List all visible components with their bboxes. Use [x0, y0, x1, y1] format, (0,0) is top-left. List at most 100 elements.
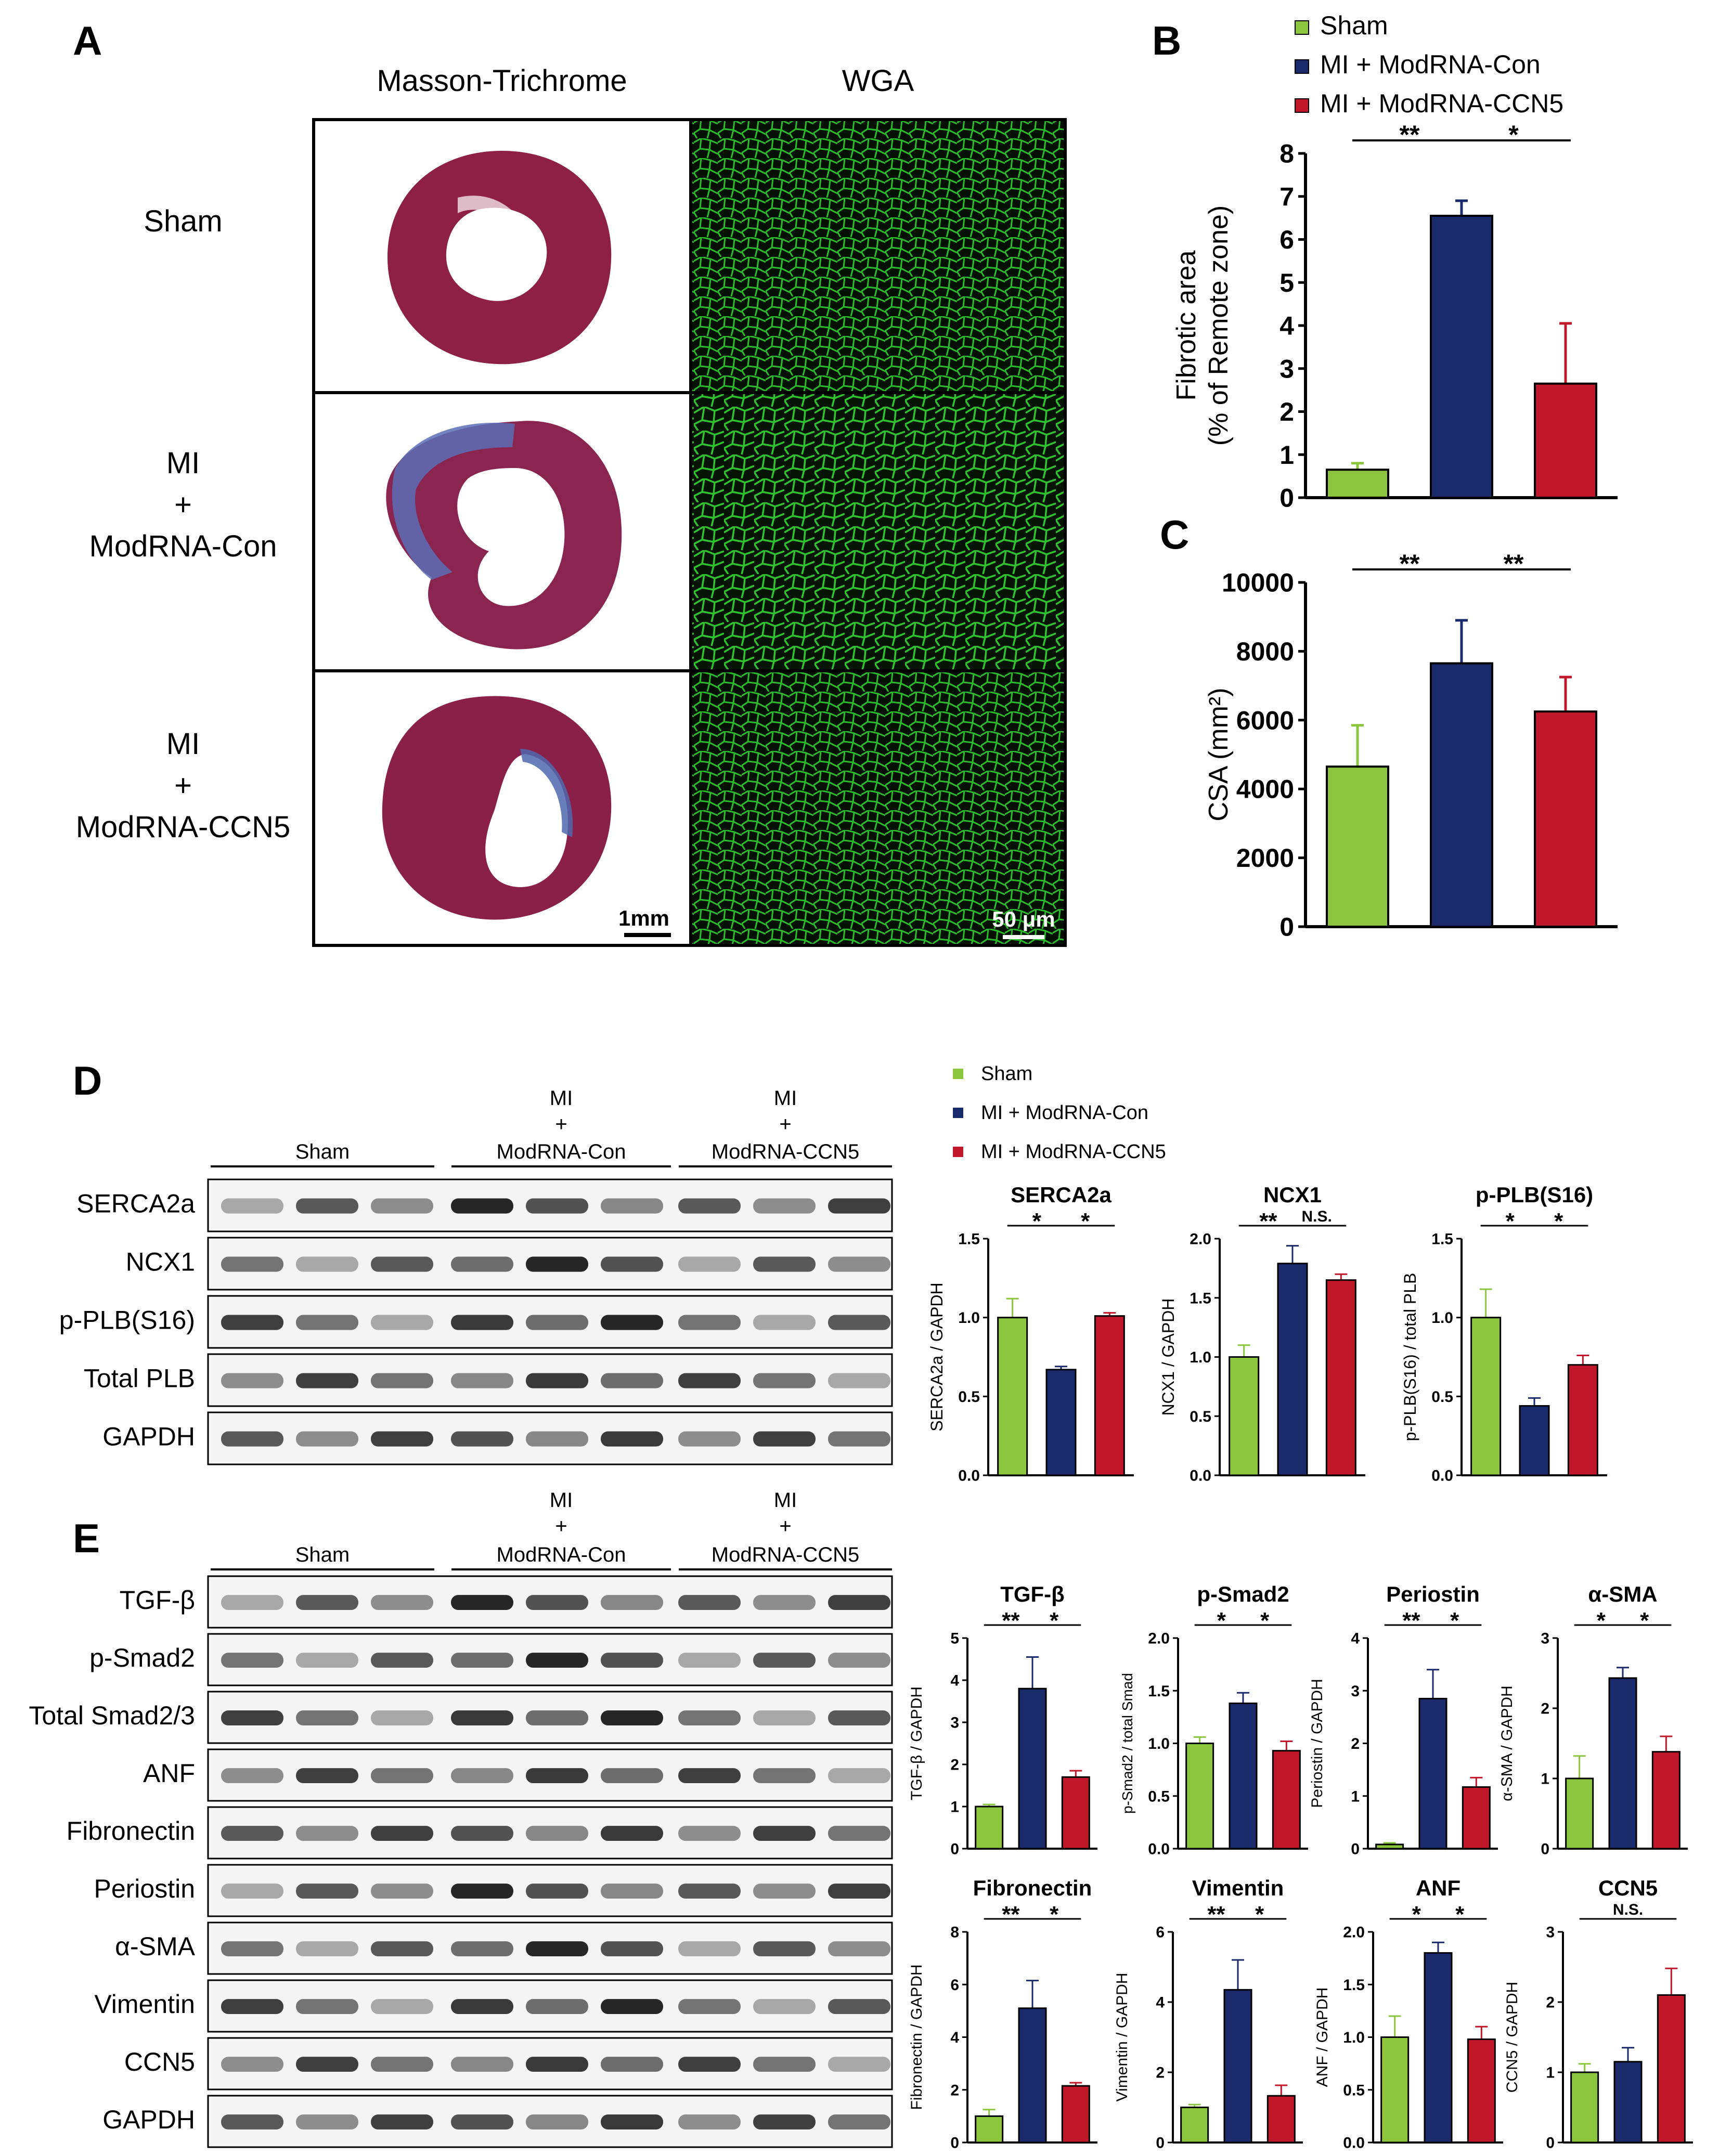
row-label-con-3: ModRNA-Con [89, 529, 277, 563]
blot-band [678, 1595, 741, 1610]
chart-bar-0 [1470, 1317, 1502, 1476]
chart-y-tick-label: 4 [1279, 311, 1294, 341]
blot-band [753, 1431, 816, 1447]
chart-y-tick-label: 1 [1546, 2064, 1555, 2082]
chart-bar-1 [1418, 1697, 1447, 1850]
blot-band [526, 1256, 588, 1272]
blot-band [828, 1999, 890, 2015]
chart-sig-label: * [1050, 1608, 1059, 1633]
blot-band [601, 1653, 663, 1668]
blot-band [371, 1999, 433, 2015]
chart-title: Fibronectin [973, 1876, 1092, 1900]
chart-bar-1 [1229, 1703, 1258, 1850]
blot-row-label-2: p-PLB(S16) [59, 1305, 195, 1334]
blot-band [451, 1941, 513, 1957]
legend-mid-label-con: MI + ModRNA-Con [981, 1102, 1148, 1124]
blot-band [526, 1884, 588, 1899]
blot-band [371, 1768, 433, 1784]
blot-band [601, 1941, 663, 1957]
chart-bar-2 [1094, 1315, 1125, 1476]
blot-band [451, 1710, 513, 1726]
chart-bar-0 [1229, 1356, 1260, 1476]
blot-band [451, 1595, 513, 1610]
blot-band [526, 1373, 588, 1388]
western-blot-e: Sham MI + ModRNA-Con MI + ModRNA-CCN5 TGF-β p-Sm… [29, 1489, 893, 2148]
chart-y-tick-label: 0 [1351, 1841, 1360, 1858]
blot-band [828, 1884, 890, 1899]
chart-y-tick-label: 1.0 [1431, 1309, 1453, 1327]
blot-band [753, 1884, 816, 1899]
blot-band [601, 1999, 663, 2015]
chart-sig-label: * [1450, 1608, 1459, 1633]
chart-E4: 0 1 2 3 α-SMA α-SMA / GAPDH * * [1498, 1582, 1688, 1858]
legend-mid-swatch-ccn5 [953, 1147, 963, 1157]
blot-band [526, 1198, 588, 1214]
chart-y-tick-label: 1.5 [1431, 1231, 1453, 1248]
chart-bar-1 [1430, 214, 1493, 499]
blot-band [451, 1826, 513, 1841]
chart-D2: 0.0 0.5 1.0 1.5 2.0 NCX1 NCX1 / GAPDH ** N.S. [1159, 1183, 1365, 1485]
chart-title: α-SMA [1588, 1582, 1657, 1606]
chart-y-label: Vimentin / GAPDH [1114, 1973, 1131, 2102]
heart-section-ccn5 [382, 696, 612, 920]
chart-title: Vimentin [1192, 1876, 1284, 1900]
chart-y-tick-label: 1 [950, 1799, 959, 1816]
chart-bar-2 [1061, 2085, 1090, 2144]
chart-y-tick-label: 0.0 [958, 1467, 980, 1485]
chart-y-label: SERCA2a / GAPDH [927, 1282, 946, 1431]
blot-band [221, 2057, 283, 2072]
chart-y-label: p-Smad2 / total Smad [1119, 1673, 1135, 1814]
chart-y-tick-label: 2 [1156, 2064, 1165, 2082]
chart-sig-label: * [1050, 1902, 1059, 1927]
blot-band [828, 1826, 890, 1841]
chart-sig-label: * [1597, 1608, 1606, 1633]
legend-swatch-con [1295, 59, 1309, 74]
legend-swatch-sham [1295, 20, 1309, 35]
chart-y-tick-label: 3 [950, 1715, 959, 1732]
blot-band [221, 1768, 283, 1784]
legend-mid-swatch-con [953, 1108, 963, 1118]
blot-row-label-1: NCX1 [126, 1247, 195, 1276]
chart-y-tick-label: 1.0 [1190, 1349, 1211, 1366]
chart-title: p-Smad2 [1197, 1582, 1289, 1606]
blot-band [296, 1373, 358, 1388]
blot-band [526, 1768, 588, 1784]
blot-band [526, 1710, 588, 1726]
blot-band [753, 1198, 816, 1214]
blot-band [753, 1710, 816, 1726]
blot-band [526, 2114, 588, 2130]
chart-y-tick-label: 2 [950, 2082, 959, 2099]
blot-band [526, 2057, 588, 2072]
blot-band [828, 1768, 890, 1784]
scalebar-label-wga: 50 μm [992, 907, 1055, 931]
blot-group-label-0: Sham [295, 1140, 350, 1163]
blot-band [451, 1999, 513, 2015]
chart-bar-2 [1534, 382, 1597, 499]
heart-section-sham [387, 151, 612, 365]
chart-bar-1 [1018, 2007, 1047, 2144]
blot-band [371, 1884, 433, 1899]
chart-bar-1 [1608, 1677, 1637, 1850]
chart-sig-label: ** [1002, 1902, 1020, 1927]
chart-bar-0 [975, 1806, 1004, 1850]
blot-band [221, 1826, 283, 1841]
blot-band [828, 1941, 890, 1957]
blot-band [221, 1373, 283, 1388]
chart-bar-2 [1272, 1750, 1301, 1850]
chart-y-tick-label: 0 [950, 1841, 959, 1858]
chart-y-tick-label: 2000 [1236, 843, 1294, 873]
blot-band [296, 1595, 358, 1610]
blot-band [828, 1256, 890, 1272]
chart-y-tick-label: 0.0 [1343, 2135, 1365, 2152]
blot-band [601, 1256, 663, 1272]
column-header-wga: WGA [842, 64, 914, 98]
blot-band [221, 1256, 283, 1272]
chart-y-label: (% of Remote zone) [1204, 205, 1234, 446]
chart-y-label: p-PLB(S16) / total PLB [1401, 1273, 1419, 1441]
chart-y-tick-label: 3 [1279, 354, 1294, 383]
chart-y-tick-label: 4 [1351, 1630, 1360, 1647]
chart-sig-label: ** [1002, 1608, 1020, 1633]
chart-bar-0 [1375, 1843, 1404, 1850]
